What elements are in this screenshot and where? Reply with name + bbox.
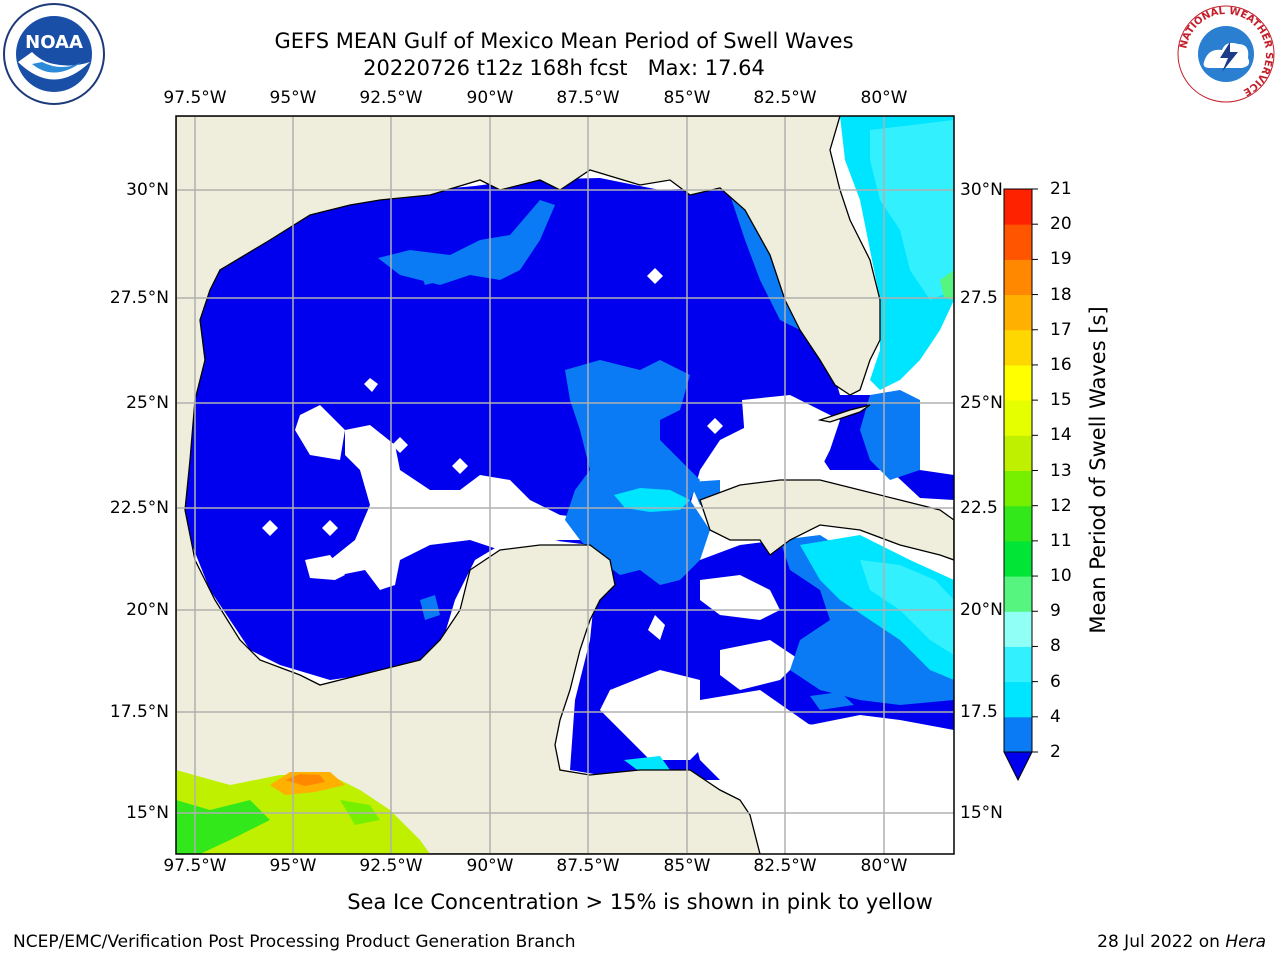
colorbar-tick-label: 20 (1050, 214, 1072, 235)
map-gridlines (176, 116, 954, 854)
colorbar-bin (1004, 505, 1032, 542)
colorbar-tick-label: 6 (1050, 671, 1061, 692)
lat-tick-right: 25°N (960, 393, 1003, 413)
lat-tick-right: 30°N (960, 180, 1003, 200)
lat-tick-right: 15°N (960, 803, 1003, 823)
colorbar-tick-label: 2 (1050, 742, 1061, 762)
colorbar-tick-label: 10 (1050, 566, 1072, 587)
colorbar-tick-label: 12 (1050, 495, 1072, 516)
colorbar-bin (1004, 646, 1032, 683)
colorbar-bin (1004, 294, 1032, 331)
lat-tick-left: 17.5°N (109, 702, 169, 722)
footer-host: Hera (1225, 932, 1266, 952)
lon-tick-top: 87.5°W (556, 88, 620, 108)
colorbar (1003, 188, 1038, 782)
colorbar-extend-arrow (1003, 751, 1033, 782)
colorbar-tick-label: 8 (1050, 636, 1061, 657)
swell-9-10s-area (940, 270, 954, 300)
colorbar-tick-label: 21 (1050, 179, 1072, 199)
lon-tick-top: 97.5°W (163, 88, 227, 108)
colorbar-tick-label: 16 (1050, 354, 1072, 375)
lat-tick-left: 27.5°N (109, 288, 169, 308)
colorbar-bin (1004, 224, 1032, 260)
lon-tick-top: 82.5°W (753, 88, 817, 108)
lat-tick-right: 27.5 (960, 288, 998, 308)
lon-tick-bottom: 85°W (663, 856, 711, 876)
colorbar-bin (1004, 400, 1032, 436)
caption: Sea Ice Concentration > 15% is shown in … (347, 890, 933, 914)
lon-tick-top: 80°W (860, 88, 908, 108)
colorbar-tick-label: 11 (1050, 530, 1072, 551)
lon-tick-bottom: 92.5°W (359, 856, 423, 876)
colorbar-bin (1004, 716, 1032, 753)
colorbar-bin (1004, 681, 1032, 718)
colorbar-tick-label: 9 (1050, 601, 1061, 622)
colorbar-tick-label: 13 (1050, 460, 1072, 481)
colorbar-bin (1004, 364, 1032, 401)
colorbar-bin (1004, 259, 1032, 296)
colorbar-bin (1004, 329, 1032, 366)
colorbar-bin (1004, 435, 1032, 471)
colorbar-bin (1004, 470, 1032, 507)
colorbar-tick-label: 14 (1050, 425, 1072, 446)
gulf-swell-field (176, 178, 954, 780)
colorbar-tick-label: 15 (1050, 390, 1072, 411)
lon-tick-top: 85°W (663, 88, 711, 108)
lon-tick-top: 90°W (466, 88, 514, 108)
lat-tick-right: 17.5 (960, 702, 998, 722)
footer-right: 28 Jul 2022 on Hera (1097, 932, 1266, 952)
colorbar-tick-label: 4 (1050, 706, 1061, 727)
colorbar-bin (1004, 540, 1032, 577)
lon-tick-bottom: 97.5°W (163, 856, 227, 876)
chart-subtitle: 20220726 t12z 168h fcst Max: 17.64 (363, 56, 765, 80)
noaa-logo-text: NOAA (25, 32, 83, 53)
lon-tick-bottom: 82.5°W (753, 856, 817, 876)
lat-tick-left: 30°N (126, 180, 169, 200)
lat-tick-left: 25°N (126, 393, 169, 413)
lon-tick-top: 95°W (269, 88, 317, 108)
footer-left: NCEP/EMC/Verification Post Processing Pr… (13, 932, 576, 952)
lat-tick-right: 22.5 (960, 498, 998, 518)
colorbar-tick-label: 18 (1050, 284, 1072, 305)
colorbar-bin (1004, 576, 1032, 612)
footer-date: 28 Jul 2022 on (1097, 932, 1226, 952)
lon-tick-top: 92.5°W (359, 88, 423, 108)
nws-logo: NATIONAL WEATHER SERVICE (1177, 5, 1275, 103)
noaa-logo: NOAA (3, 3, 105, 105)
lat-tick-right: 20°N (960, 600, 1003, 620)
lon-tick-bottom: 95°W (269, 856, 317, 876)
lat-tick-left: 20°N (126, 600, 169, 620)
map-frame (175, 115, 955, 855)
colorbar-bin (1004, 611, 1032, 647)
lat-tick-left: 22.5°N (109, 498, 169, 518)
lon-tick-bottom: 87.5°W (556, 856, 620, 876)
lat-tick-left: 15°N (126, 803, 169, 823)
lon-tick-bottom: 80°W (860, 856, 908, 876)
colorbar-bin (1004, 189, 1032, 225)
lon-tick-bottom: 90°W (466, 856, 514, 876)
colorbar-tick-label: 17 (1050, 319, 1072, 340)
colorbar-label: Mean Period of Swell Waves [s] (1086, 306, 1110, 634)
colorbar-tick-label: 19 (1050, 249, 1072, 270)
chart-title: GEFS MEAN Gulf of Mexico Mean Period of … (274, 29, 854, 53)
